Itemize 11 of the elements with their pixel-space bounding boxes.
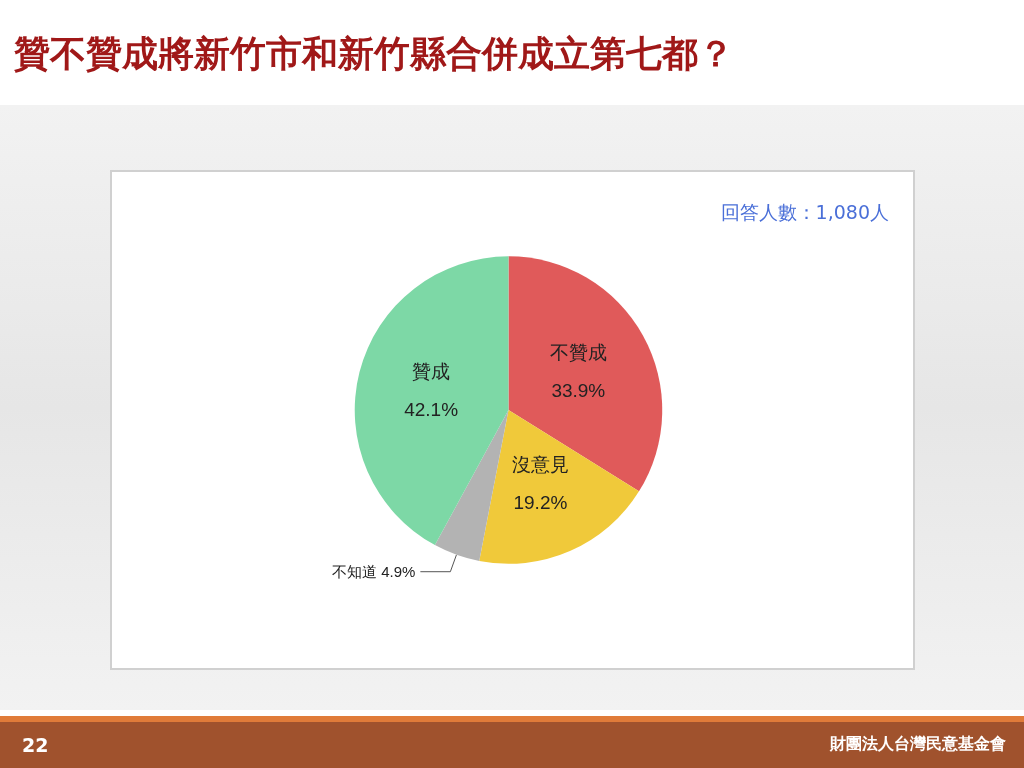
data-label: 33.9% [551, 379, 606, 401]
text: 財團法人台灣民意基金會 [830, 734, 1006, 755]
slice-label: 不贊成 [549, 341, 607, 363]
slice-label: 不知道 4.9% [332, 563, 416, 581]
slice-label: 贊成 [412, 360, 451, 382]
data-label: 42.1% [404, 398, 459, 420]
text: 22 [22, 734, 49, 756]
chart-title: 贊不贊成將新竹市和新竹縣合併成立第七都？ [14, 32, 734, 76]
data-label: 19.2% [513, 491, 568, 513]
slice-label: 沒意見 [511, 453, 569, 475]
text: 回答人數：1,080人 [720, 200, 889, 225]
